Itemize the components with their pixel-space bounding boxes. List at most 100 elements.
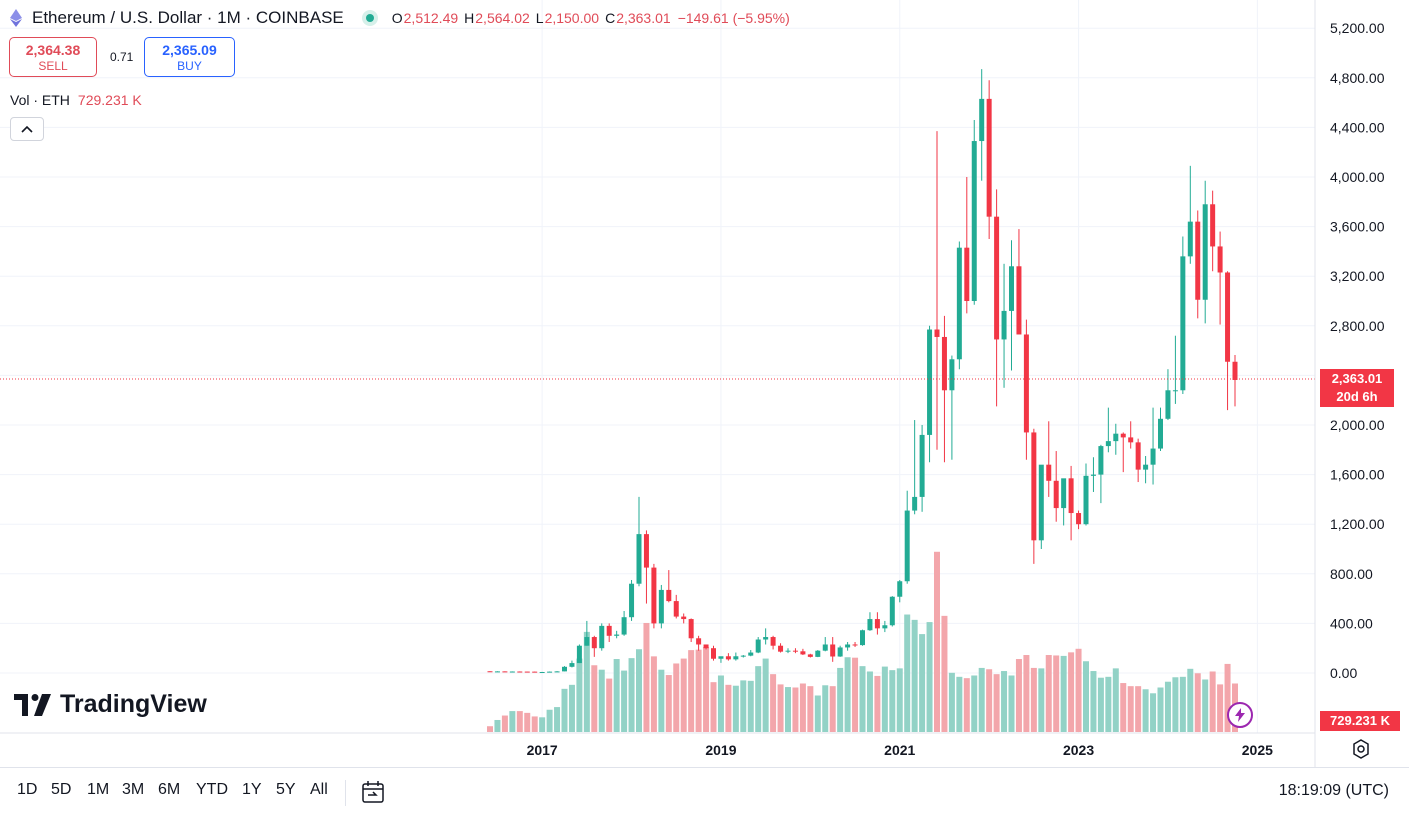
candle-body bbox=[1202, 204, 1208, 300]
candle-body bbox=[860, 630, 865, 646]
volume-bar bbox=[673, 663, 680, 732]
utc-clock[interactable]: 18:19:09 (UTC) bbox=[1278, 782, 1389, 799]
candle-body bbox=[1113, 433, 1119, 442]
volume-bar bbox=[1083, 661, 1089, 732]
volume-bar bbox=[896, 668, 903, 732]
price-axis[interactable]: 5,200.00 4,800.00 4,400.00 4,000.00 3,600.00… bbox=[1330, 20, 1385, 681]
range-1m-button[interactable]: 1M bbox=[87, 781, 110, 798]
volume-bar bbox=[1135, 686, 1142, 732]
candle-body bbox=[882, 625, 888, 629]
range-ytd-button[interactable]: YTD bbox=[196, 781, 228, 798]
change-value: −149.61 (−5.95%) bbox=[677, 10, 790, 26]
chart-header: Ethereum / U.S. Dollar · 1M · COINBASE O… bbox=[8, 6, 790, 30]
candle-body bbox=[971, 141, 977, 301]
volume-bar bbox=[792, 687, 799, 732]
buy-button[interactable]: 2,365.09 BUY bbox=[144, 37, 235, 77]
candle-body bbox=[800, 651, 806, 655]
candle-body bbox=[1172, 390, 1178, 392]
candle-body bbox=[755, 639, 761, 653]
grid bbox=[0, 0, 1315, 733]
candle-body bbox=[681, 616, 687, 620]
high-label: H bbox=[464, 10, 475, 26]
volume-bar bbox=[755, 666, 762, 732]
candle-body bbox=[1195, 221, 1201, 300]
candle-body bbox=[904, 510, 910, 582]
range-all-button[interactable]: All bbox=[310, 781, 328, 798]
volume-bar bbox=[822, 685, 829, 732]
range-1y-button[interactable]: 1Y bbox=[242, 781, 262, 798]
candle-body bbox=[1143, 464, 1149, 470]
range-5d-button[interactable]: 5D bbox=[51, 781, 72, 798]
go-to-date-button[interactable] bbox=[360, 779, 386, 810]
volume-bar bbox=[598, 669, 605, 732]
volume-bar bbox=[919, 634, 926, 732]
volume-bar bbox=[1060, 655, 1067, 732]
volume-bar bbox=[487, 726, 493, 732]
candle-body bbox=[711, 648, 716, 659]
volume-bar bbox=[1023, 655, 1030, 732]
volume-bar bbox=[695, 649, 702, 732]
volume-bar bbox=[963, 678, 970, 732]
volume-bar bbox=[881, 666, 888, 732]
candle-body bbox=[748, 652, 754, 656]
volume-bar bbox=[874, 675, 881, 732]
volume-bar bbox=[725, 684, 732, 732]
candle-body bbox=[912, 496, 918, 511]
volume-bar bbox=[814, 695, 821, 732]
candle-body bbox=[1158, 418, 1163, 449]
volume-bar bbox=[703, 647, 710, 732]
volume-legend-value: 729.231 K bbox=[77, 92, 142, 108]
volume-bar bbox=[762, 658, 769, 732]
ohlc-legend: O2,512.49 H2,564.02 L2,150.00 C2,363.01 … bbox=[392, 10, 790, 26]
volume-bar bbox=[777, 684, 784, 732]
candle-body bbox=[1083, 475, 1089, 525]
candle-body bbox=[807, 654, 813, 657]
candle-body bbox=[837, 647, 843, 657]
volume-bar bbox=[1053, 655, 1060, 732]
collapse-legend-button[interactable] bbox=[10, 117, 44, 141]
candle-body bbox=[614, 634, 620, 636]
volume-bar bbox=[1194, 673, 1201, 732]
volume-bar bbox=[546, 709, 553, 732]
tradingview-logo[interactable]: TradingView bbox=[14, 690, 207, 719]
candle-body bbox=[576, 645, 582, 664]
candle-body bbox=[1090, 474, 1096, 476]
candle-body bbox=[1187, 221, 1193, 257]
candle-body bbox=[562, 666, 567, 672]
volume-bar bbox=[1045, 655, 1052, 732]
y-tick-label: 4,000.00 bbox=[1330, 169, 1385, 185]
volume-bar bbox=[941, 615, 948, 732]
sell-button[interactable]: 2,364.38 SELL bbox=[9, 37, 97, 77]
volume-bar bbox=[852, 657, 859, 732]
y-tick-label: 1,600.00 bbox=[1330, 467, 1385, 483]
volume-bar bbox=[1030, 667, 1037, 732]
y-tick-label: 3,200.00 bbox=[1330, 268, 1385, 284]
candle-body bbox=[792, 650, 798, 652]
volume-bar bbox=[785, 687, 791, 732]
volume-bar bbox=[1001, 671, 1008, 732]
chart-settings-button[interactable] bbox=[1350, 738, 1372, 765]
volume-bar bbox=[1157, 687, 1164, 732]
range-5y-button[interactable]: 5Y bbox=[276, 781, 296, 798]
volume-bar bbox=[524, 712, 531, 732]
candle-body bbox=[487, 671, 493, 673]
volume-bar bbox=[650, 656, 657, 732]
candle-body bbox=[696, 638, 702, 645]
time-axis[interactable]: 2017 2019 2021 2023 2025 bbox=[0, 732, 1315, 758]
candle-body bbox=[770, 637, 776, 646]
volume-bar bbox=[1224, 663, 1231, 732]
range-1d-button[interactable]: 1D bbox=[17, 781, 38, 798]
candle-body bbox=[994, 216, 1000, 340]
volume-bar bbox=[859, 666, 866, 732]
candle-body bbox=[524, 671, 530, 673]
range-6m-button[interactable]: 6M bbox=[158, 781, 181, 798]
flash-button[interactable] bbox=[1227, 702, 1253, 728]
x-tick-label: 2023 bbox=[1063, 742, 1094, 758]
open-value: 2,512.49 bbox=[403, 10, 459, 26]
candle-body bbox=[666, 589, 672, 602]
volume-bar bbox=[621, 670, 628, 732]
range-3m-button[interactable]: 3M bbox=[122, 781, 145, 798]
bottom-toolbar: 1D 5D 1M 3M 6M YTD 1Y 5Y All 18:19:09 (U… bbox=[0, 767, 1409, 817]
symbol-title[interactable]: Ethereum / U.S. Dollar · 1M · COINBASE bbox=[32, 8, 344, 27]
